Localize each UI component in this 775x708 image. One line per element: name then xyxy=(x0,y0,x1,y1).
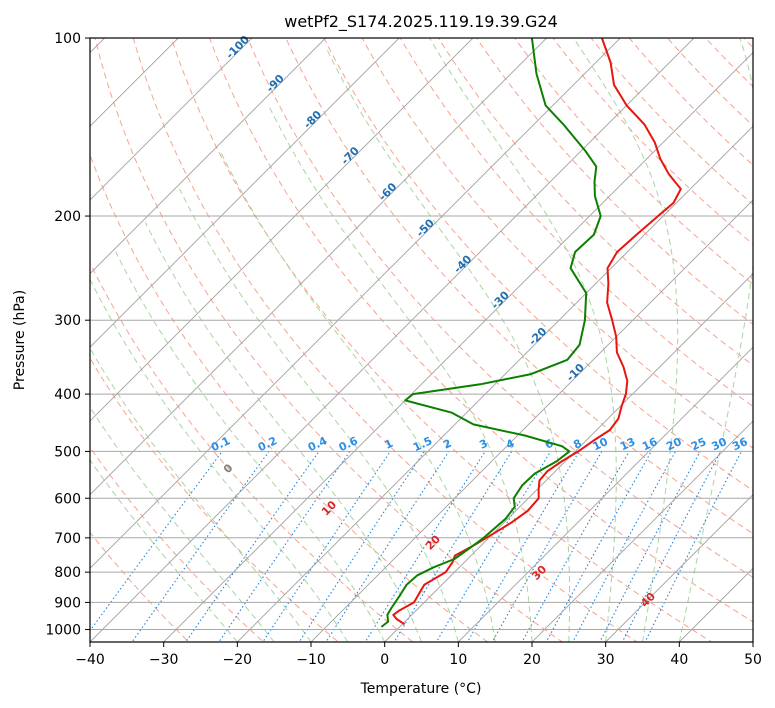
isotherm-line xyxy=(90,38,474,422)
x-tick-label: 0 xyxy=(380,652,389,668)
temperature-profile-line xyxy=(392,38,682,626)
dry-adiabat-line xyxy=(90,446,265,642)
isotherm-line xyxy=(383,272,753,642)
dry-adiabat-line xyxy=(94,38,564,642)
background-lines xyxy=(90,38,753,642)
y-tick-label: 700 xyxy=(54,531,81,547)
moist-adiabat-line xyxy=(90,459,238,642)
profile-lines xyxy=(380,38,682,628)
y-tick-label: 900 xyxy=(54,595,81,611)
dry-adiabat-line xyxy=(476,38,753,326)
dry-adiabat-line xyxy=(361,38,753,449)
dry-adiabat-line xyxy=(323,38,753,492)
y-tick-label: 200 xyxy=(54,209,81,225)
mixing-ratio-label: 30 xyxy=(710,435,730,453)
mixing-ratio-label: 36 xyxy=(730,435,750,453)
mixing-ratio-label: 20 xyxy=(664,435,684,453)
x-tick-label: −40 xyxy=(75,652,105,668)
y-tick-label: 400 xyxy=(54,387,81,403)
x-tick-label: 30 xyxy=(597,652,615,668)
isotherm-line xyxy=(90,38,548,496)
dry-adiabat-line xyxy=(90,153,489,642)
isotherm-line xyxy=(310,199,753,642)
mixing-ratio-label: 13 xyxy=(618,435,637,453)
y-axis-ticks: 1000 900 800 700 600 500 400 300 200 100 xyxy=(45,31,90,638)
dewpoint-profile-line xyxy=(380,38,602,628)
moist-adiabat-line xyxy=(90,406,275,642)
isotherm-line xyxy=(531,420,753,642)
isotherm-line xyxy=(90,38,621,569)
dry-adiabat-line xyxy=(514,38,753,285)
moist-adiabat-line xyxy=(678,38,753,642)
isotherm-line xyxy=(604,493,753,642)
chart-title: wetPf2_S174.2025.119.19.39.G24 xyxy=(284,12,558,32)
y-tick-label: 100 xyxy=(54,31,81,47)
x-axis-label: Temperature (°C) xyxy=(360,681,482,697)
x-tick-label: 50 xyxy=(744,652,762,668)
dry-adiabat-line xyxy=(90,261,414,642)
dry-adiabat-line xyxy=(247,38,753,578)
isotherm-line xyxy=(90,38,400,348)
moist-adiabat-line xyxy=(90,347,312,642)
x-tick-label: 10 xyxy=(449,652,467,668)
x-axis-ticks: −40 −30 −20 −10 0 10 20 30 40 50 xyxy=(75,642,762,668)
isotherm-line xyxy=(90,38,695,642)
y-tick-label: 600 xyxy=(54,491,81,507)
dry-adiabat-line xyxy=(132,38,638,642)
moist-adiabat-line xyxy=(90,278,349,642)
moist-adiabat-line xyxy=(144,222,422,642)
isotherm-line xyxy=(162,51,753,642)
moist-adiabat-line xyxy=(573,38,679,642)
x-tick-label: 40 xyxy=(670,652,688,668)
x-tick-label: −30 xyxy=(149,652,179,668)
moist-adiabat-line xyxy=(327,50,571,642)
moist-adiabat-line xyxy=(429,38,617,642)
moist-adiabat-line xyxy=(268,105,533,642)
isotherm-line xyxy=(457,346,753,642)
y-tick-label: 500 xyxy=(54,444,81,460)
dry-adiabat-line xyxy=(90,357,340,642)
y-axis-label: Pressure (hPa) xyxy=(12,290,28,390)
mixing-ratio-label: 16 xyxy=(640,435,660,453)
y-tick-label: 800 xyxy=(54,565,81,581)
dry-adiabat-line xyxy=(170,38,713,642)
x-tick-label: −10 xyxy=(296,652,326,668)
moist-adiabat-line xyxy=(179,188,459,642)
isotherm-line xyxy=(90,38,253,201)
isotherm-line xyxy=(90,38,179,127)
dry-adiabat-line xyxy=(90,531,190,642)
isotherm-line xyxy=(90,38,327,275)
x-tick-label: −20 xyxy=(223,652,253,668)
isotherm-line xyxy=(236,125,753,642)
mixing-ratio-label: 25 xyxy=(689,435,708,453)
plot-frame xyxy=(89,37,754,643)
y-tick-label: 300 xyxy=(54,313,81,329)
moist-adiabat-line xyxy=(115,251,386,642)
y-tick-label: 1000 xyxy=(45,622,81,638)
x-tick-label: 20 xyxy=(523,652,541,668)
dry-adiabat-line xyxy=(208,38,753,623)
